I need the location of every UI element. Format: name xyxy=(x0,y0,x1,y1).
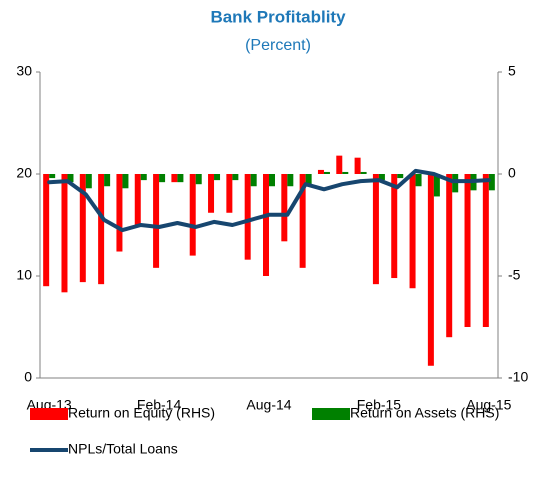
chart-title: Bank Profitablity xyxy=(210,7,346,26)
bar xyxy=(140,174,147,181)
y-tick-label: 10 xyxy=(16,267,32,283)
bar xyxy=(189,174,196,256)
y-tick-label: 0 xyxy=(24,369,32,385)
bar xyxy=(415,174,422,187)
bar xyxy=(232,174,239,181)
bar xyxy=(378,174,385,181)
bar xyxy=(409,174,416,289)
bar xyxy=(116,174,123,252)
bar xyxy=(427,174,434,366)
legend-label: NPLs/Total Loans xyxy=(68,441,178,457)
bar xyxy=(263,174,269,276)
bar xyxy=(269,174,275,187)
bar xyxy=(433,174,440,197)
bar xyxy=(134,174,141,225)
bar xyxy=(61,174,68,293)
bar xyxy=(299,174,306,268)
bar xyxy=(226,174,233,213)
bar xyxy=(446,174,453,338)
y2-tick-label: 5 xyxy=(508,63,516,79)
legend-swatch xyxy=(30,408,68,420)
legend-label: Return on Equity (RHS) xyxy=(68,405,215,421)
bar xyxy=(482,174,489,327)
y-tick-label: 20 xyxy=(16,165,32,181)
bar xyxy=(287,174,294,187)
x-tick-label: Aug-15 xyxy=(466,397,511,413)
bar xyxy=(323,171,330,174)
bar xyxy=(488,174,495,191)
y2-tick-label: -5 xyxy=(508,267,521,283)
bar xyxy=(397,174,404,179)
bar xyxy=(342,171,349,174)
bar xyxy=(391,174,398,279)
y2-tick-label: -10 xyxy=(508,369,528,385)
bar xyxy=(153,174,160,268)
bar xyxy=(244,174,251,260)
legend-swatch xyxy=(312,408,350,420)
chart-subtitle: (Percent) xyxy=(245,37,311,54)
bar xyxy=(336,155,343,174)
bar xyxy=(79,174,86,283)
bar xyxy=(452,174,459,193)
x-tick-label: Aug-14 xyxy=(246,397,291,413)
bar xyxy=(250,174,257,187)
bar xyxy=(195,174,202,185)
bar xyxy=(171,174,178,183)
bar xyxy=(67,174,74,183)
bar xyxy=(214,174,221,181)
y2-tick-label: 0 xyxy=(508,165,516,181)
bar xyxy=(372,174,379,285)
bar xyxy=(49,174,56,179)
bar xyxy=(354,157,361,174)
legend-label: Return on Assets (RHS) xyxy=(350,405,499,421)
bar xyxy=(360,171,367,174)
bar xyxy=(317,169,324,174)
bar xyxy=(305,174,312,185)
x-tick-label: Feb-15 xyxy=(357,397,402,413)
bar xyxy=(85,174,92,189)
bar xyxy=(122,174,129,189)
bar xyxy=(159,174,166,183)
line xyxy=(47,168,491,233)
bar xyxy=(208,174,215,213)
bar xyxy=(177,174,184,183)
bar xyxy=(281,174,288,242)
y-tick-label: 30 xyxy=(16,63,32,79)
x-tick-label: Feb-14 xyxy=(137,397,182,413)
bar xyxy=(43,174,50,287)
bar xyxy=(464,174,471,327)
bar xyxy=(104,174,111,187)
bar xyxy=(98,174,105,285)
